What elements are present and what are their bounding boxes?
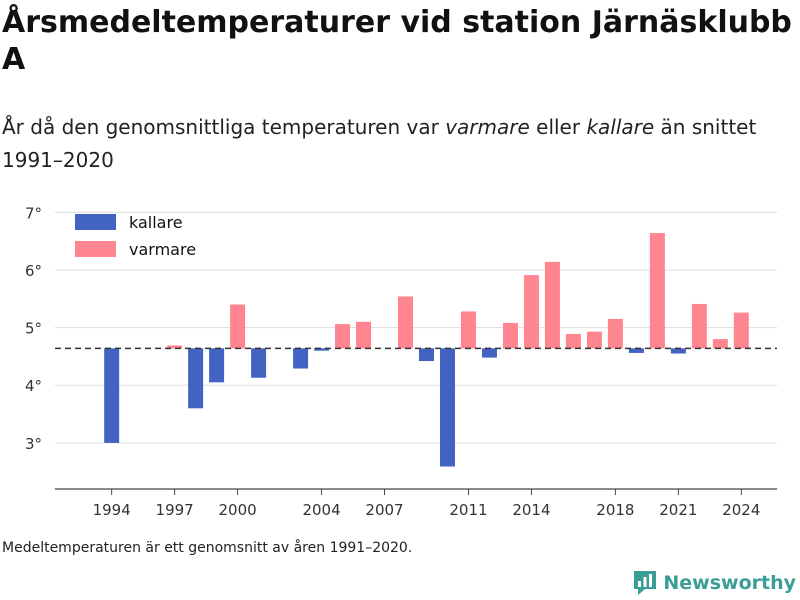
bar-2015 bbox=[544, 261, 560, 349]
bar-2006 bbox=[356, 321, 372, 349]
bar-2019 bbox=[628, 348, 644, 353]
bar-2018 bbox=[607, 318, 623, 349]
bar-2010 bbox=[439, 348, 455, 467]
bar-2004 bbox=[314, 348, 330, 351]
bar-2011 bbox=[460, 311, 476, 349]
newsworthy-logo-icon bbox=[634, 571, 657, 595]
bar-2013 bbox=[502, 322, 518, 349]
brand-logo-link[interactable]: Newsworthy bbox=[633, 570, 796, 596]
bar-2017 bbox=[586, 331, 602, 349]
subtitle-text-2: eller bbox=[529, 115, 587, 139]
bars bbox=[104, 233, 749, 467]
x-tick-label: 2007 bbox=[365, 501, 403, 519]
y-tick-label: 7° bbox=[25, 204, 42, 222]
bar-2008 bbox=[398, 296, 414, 349]
bar-2005 bbox=[335, 324, 351, 349]
legend-label-cold: kallare bbox=[129, 213, 183, 232]
bar-2023 bbox=[712, 339, 728, 349]
bar-2012 bbox=[481, 348, 497, 358]
bar-1999 bbox=[209, 348, 225, 383]
x-tick-label: 2000 bbox=[219, 501, 257, 519]
y-tick-label: 6° bbox=[25, 262, 42, 280]
bar-2001 bbox=[251, 348, 267, 378]
y-tick-label: 4° bbox=[25, 377, 42, 395]
y-tick-label: 3° bbox=[25, 435, 42, 453]
subtitle-text-3: än snittet 1991–2020 bbox=[2, 115, 757, 172]
y-tick-label: 5° bbox=[25, 320, 42, 338]
bar-2000 bbox=[230, 304, 246, 349]
bar-2016 bbox=[565, 333, 581, 349]
x-tick-label: 2024 bbox=[722, 501, 760, 519]
bar-2020 bbox=[649, 233, 665, 349]
subtitle-text-1: År då den genomsnittliga temperaturen va… bbox=[2, 115, 446, 139]
x-tick-label: 1997 bbox=[156, 501, 194, 519]
bar-1997 bbox=[167, 345, 183, 349]
x-axis: 1994 1997 2000 2004 2007 2011 2014 2018 2021 2024 bbox=[55, 488, 777, 519]
legend-swatch-warm bbox=[75, 241, 116, 257]
x-tick-label: 1994 bbox=[93, 501, 131, 519]
bar-1998 bbox=[188, 348, 204, 409]
bar-1994 bbox=[104, 348, 120, 443]
x-tick-label: 2004 bbox=[302, 501, 340, 519]
x-tick-label: 2021 bbox=[659, 501, 697, 519]
brand-name: Newsworthy bbox=[663, 572, 796, 594]
bar-2021 bbox=[670, 348, 686, 354]
bar-2009 bbox=[418, 348, 434, 362]
legend-swatch-cold bbox=[75, 214, 116, 230]
bar-2024 bbox=[733, 312, 749, 349]
x-tick-label: 2011 bbox=[449, 501, 487, 519]
bar-2003 bbox=[293, 348, 309, 369]
legend: kallare varmare bbox=[75, 213, 196, 259]
y-axis-ticks: 3° 4° 5° 6° 7° bbox=[25, 204, 42, 453]
chart-subtitle: År då den genomsnittliga temperaturen va… bbox=[2, 111, 792, 177]
footnote: Medeltemperaturen är ett genomsnitt av å… bbox=[2, 540, 413, 556]
bar-2022 bbox=[691, 303, 707, 349]
x-tick-label: 2014 bbox=[512, 501, 550, 519]
subtitle-cold-word: kallare bbox=[586, 115, 655, 139]
temperature-bar-chart: 3° 4° 5° 6° 7° 1994 1997 2000 2004 2007 2011 2014 2… bbox=[25, 204, 777, 519]
subtitle-warm-word: varmare bbox=[445, 115, 530, 139]
x-tick-label: 2018 bbox=[596, 501, 634, 519]
legend-label-warm: varmare bbox=[129, 240, 196, 259]
chart-title: Årsmedeltemperaturer vid station Järnäsk… bbox=[2, 5, 792, 77]
bar-2014 bbox=[523, 275, 539, 349]
